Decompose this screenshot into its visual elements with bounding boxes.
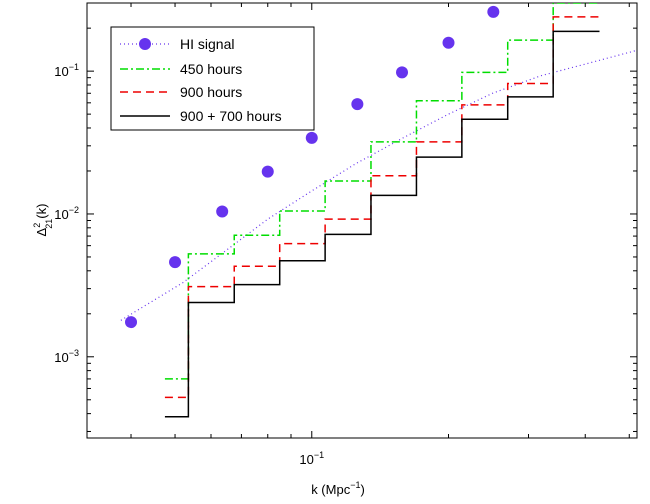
series-layer <box>120 3 637 418</box>
legend-item-900-hours: 900 hours <box>120 84 242 100</box>
y-axis-label-suffix: (k) <box>34 204 49 219</box>
legend-label-900-hours: 900 hours <box>180 84 242 100</box>
data-point-hi-signal-4 <box>305 131 318 144</box>
legend-label-450-hours: 450 hours <box>180 61 242 77</box>
y-axis-label-sub: 21 <box>44 219 54 229</box>
data-point-hi-signal-6 <box>396 66 409 79</box>
x-axis-label: k (Mpc−1) <box>311 480 365 497</box>
legend: HI signal 450 hours 900 hours 900 + 700 … <box>110 26 315 131</box>
legend-item-hi-signal: HI signal <box>120 36 234 52</box>
y-axis-label-sup: 2 <box>32 223 42 228</box>
data-point-hi-signal-5 <box>351 98 364 111</box>
y-tick-label-0: 10−3 <box>54 348 79 365</box>
legend-item-900-700-hours: 900 + 700 hours <box>120 108 282 124</box>
x-axis-label-sup: −1 <box>350 480 360 490</box>
data-point-hi-signal-0 <box>125 316 138 329</box>
y-tick-label-2: 10−1 <box>54 62 79 79</box>
y-tick-label-1: 10−2 <box>54 205 79 222</box>
x-tick-label-0: 10−1 <box>299 450 324 467</box>
x-axis-label-suffix: ) <box>360 482 364 497</box>
series-line-450-hours <box>164 3 600 380</box>
legend-swatch-hi-signal-marker <box>139 38 151 50</box>
data-point-hi-signal-7 <box>442 36 455 49</box>
legend-label-900-700-hours: 900 + 700 hours <box>180 108 282 124</box>
x-axis-label-text: k (Mpc <box>311 482 351 497</box>
legend-label-hi-signal: HI signal <box>180 36 234 52</box>
data-point-hi-signal-8 <box>487 5 500 18</box>
y-axis-label-text: Δ <box>34 227 49 236</box>
data-point-hi-signal-3 <box>261 165 274 178</box>
legend-item-450-hours: 450 hours <box>120 61 242 77</box>
series-line-900-700-hours <box>164 30 600 418</box>
data-point-hi-signal-1 <box>169 256 182 269</box>
svg-text:k (Mpc−1): k (Mpc−1) <box>311 480 365 497</box>
data-point-hi-signal-2 <box>216 205 229 218</box>
y-axis-label: Δ2 21(k) <box>32 204 54 237</box>
tick-layer: 10−1 10−3 10−2 10−1 <box>54 3 637 467</box>
